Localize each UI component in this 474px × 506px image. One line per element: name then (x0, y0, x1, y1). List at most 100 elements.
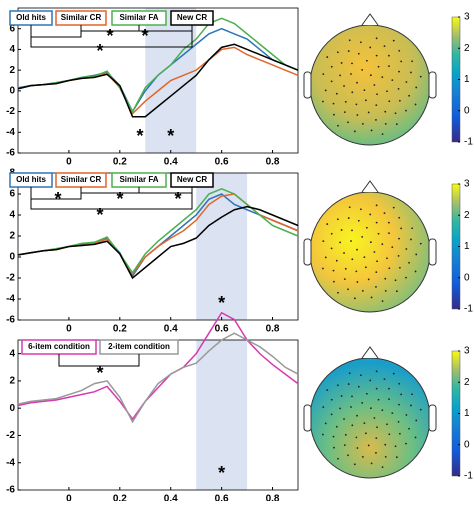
electrode (365, 59, 368, 62)
electrode (340, 229, 343, 231)
electrode (408, 427, 410, 430)
significance-marker: * (218, 463, 225, 483)
electrode (351, 424, 354, 427)
electrode (330, 80, 333, 83)
electrode (355, 436, 358, 439)
electrode (410, 71, 412, 74)
electrode (361, 123, 364, 125)
electrode (351, 258, 354, 261)
electrode (398, 237, 400, 240)
significance-marker: * (96, 41, 103, 61)
electrode (398, 382, 401, 385)
significance-marker: * (96, 363, 103, 383)
electrode (369, 241, 372, 244)
electrode (367, 444, 370, 447)
x-tick-label: 0.8 (266, 494, 280, 501)
electrode (400, 393, 403, 396)
colorbar-tick-label: 3 (464, 346, 470, 357)
electrode (344, 433, 347, 436)
electrode (411, 227, 414, 230)
electrode (347, 454, 349, 457)
electrode (391, 246, 394, 249)
electrode (375, 286, 377, 288)
x-tick-label: 0.2 (113, 324, 127, 335)
colorbar-tick-label: 1 (464, 408, 470, 419)
electrode (369, 74, 372, 77)
legend-label: 6-item condition (28, 342, 90, 351)
electrode (398, 99, 401, 102)
electrode (357, 219, 360, 222)
y-tick-label: 4 (9, 348, 15, 359)
electrode (375, 221, 378, 224)
electrode (394, 279, 397, 282)
electrode (375, 104, 378, 107)
x-tick-label: 0.6 (215, 494, 229, 501)
electrode (351, 229, 353, 232)
electrode (381, 243, 384, 246)
y-tick-label: -2 (6, 430, 15, 441)
electrode (348, 39, 351, 42)
electrode (322, 433, 324, 436)
electrode (384, 289, 387, 292)
electrode (332, 269, 335, 272)
electrode (370, 462, 373, 465)
significance-marker: * (141, 26, 148, 46)
electrode (343, 111, 346, 114)
electrode (347, 50, 350, 52)
colorbar-tick-label: 1 (464, 74, 470, 85)
electrode (375, 370, 378, 373)
electrode (364, 99, 367, 102)
colorbar-tick-label: 2 (464, 43, 470, 54)
electrode (343, 278, 346, 281)
electrode (359, 208, 362, 211)
electrode (337, 457, 339, 460)
significance-marker: * (218, 293, 225, 313)
electrode (347, 121, 349, 124)
electrode (388, 232, 390, 235)
electrode (355, 270, 358, 273)
electrode (351, 62, 353, 65)
colorbar-tick-label: -1 (464, 471, 473, 482)
y-tick-label: 2 (9, 65, 15, 76)
y-tick-label: 6 (9, 189, 15, 200)
electrode (326, 389, 329, 391)
series-line (17, 332, 299, 424)
electrode (347, 383, 350, 385)
electrode (397, 254, 400, 257)
electrode (351, 91, 354, 94)
electrode (336, 384, 339, 387)
significance-marker: * (106, 26, 113, 46)
electrode (369, 213, 372, 216)
electrode (392, 372, 395, 375)
x-tick-label: 0 (66, 494, 72, 501)
colorbar-tick-label: 2 (464, 377, 470, 388)
electrode (398, 432, 401, 435)
electrode (414, 436, 417, 439)
electrode (348, 206, 351, 209)
electrode (384, 110, 387, 113)
electrode (408, 261, 410, 264)
electrode (330, 65, 333, 68)
electrode (405, 442, 407, 445)
electrode (375, 387, 378, 390)
y-tick-label: 6 (9, 23, 15, 34)
bracket (58, 354, 140, 367)
colorbar-tick-label: 0 (464, 439, 470, 450)
electrode (383, 378, 386, 381)
electrode (391, 79, 394, 82)
electrode (330, 413, 333, 416)
x-tick-label: 0.8 (266, 324, 280, 335)
electrode (410, 404, 412, 407)
electrode (343, 418, 345, 420)
electrode (356, 114, 359, 116)
electrode (392, 39, 395, 42)
electrode (353, 297, 356, 300)
electrode (347, 288, 349, 291)
electrode (369, 46, 372, 49)
electrode (419, 242, 422, 245)
y-tick-label: -6 (6, 485, 15, 496)
y-tick-label: -4 (6, 294, 15, 305)
electrode (414, 103, 417, 106)
electrode (381, 133, 384, 136)
